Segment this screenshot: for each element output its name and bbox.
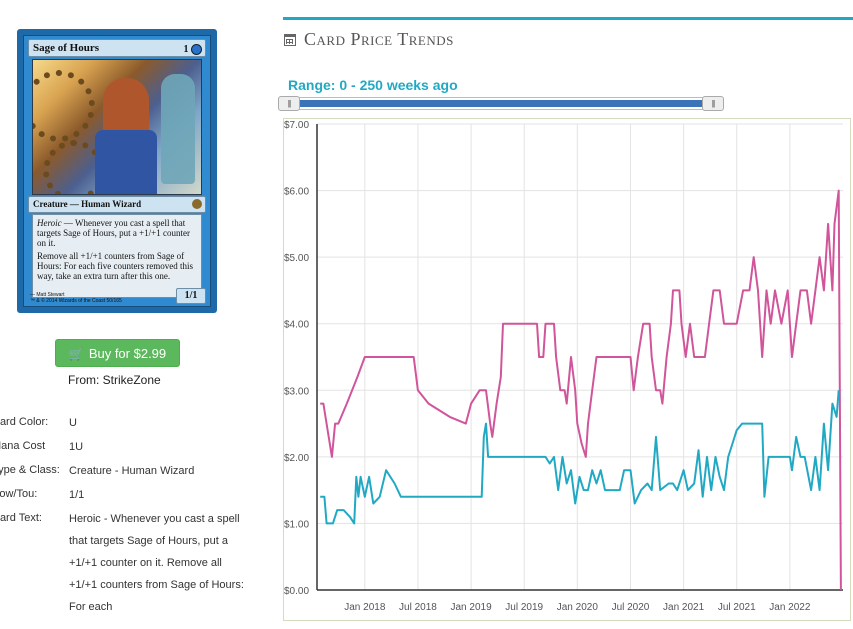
detail-value: Heroic - Whenever you cast a spell that … (69, 513, 244, 613)
detail-label: Type & Class: (0, 464, 60, 476)
detail-value: 1U (69, 441, 84, 453)
x-tick-label: Jan 2022 (769, 602, 811, 613)
detail-row-type: Type & Class: Creature - Human Wizard (0, 461, 252, 485)
cart-icon: 🛒 (68, 347, 84, 361)
card-name: Sage of Hours (33, 42, 99, 54)
y-tick-label: $2.00 (284, 453, 309, 464)
calendar-icon (284, 34, 296, 46)
card-frame: Sage of Hours 1 Creature — Human Wizard … (23, 35, 211, 307)
card-rules-text: Heroic — Whenever you cast a spell that … (32, 214, 202, 298)
detail-value: 1/1 (69, 489, 85, 501)
x-tick-label: Jul 2019 (505, 602, 543, 613)
section-divider (283, 17, 853, 20)
detail-label: Pow/Tou: (0, 488, 38, 500)
card-power-toughness: 1/1 (176, 288, 206, 304)
detail-row-mana-cost: Mana Cost 1U (0, 437, 252, 461)
range-slider[interactable]: ||| ||| (278, 96, 724, 111)
y-tick-label: $1.00 (284, 519, 309, 530)
x-tick-label: Jan 2020 (557, 602, 599, 613)
price-chart: $0.00 $1.00 $2.00 $3.00 $4.00 $5.00 $6.00 $7.00… (283, 118, 851, 621)
x-tick-label: Jan 2021 (663, 602, 705, 613)
set-symbol-icon (192, 199, 202, 209)
y-tick-label: $3.00 (284, 386, 309, 397)
detail-row-color: Card Color: U (0, 413, 252, 437)
detail-value: Creature - Human Wizard (69, 465, 195, 477)
card-copyright: ™ & © 2014 Wizards of the Coast 50/165 (30, 298, 122, 304)
y-tick-label: $7.00 (284, 120, 309, 131)
card-credits: — Matt Stewart ™ & © 2014 Wizards of the… (30, 292, 122, 304)
card-type-bar: Creature — Human Wizard (28, 196, 206, 213)
y-tick-label: $6.00 (284, 187, 309, 198)
card-artwork (32, 59, 202, 195)
price-chart-svg: $0.00 $1.00 $2.00 $3.00 $4.00 $5.00 $6.00 $7.00… (284, 120, 843, 613)
statue-art (161, 74, 195, 184)
blue-mana-icon (191, 44, 202, 56)
wizard-robe-art (95, 130, 157, 194)
x-tick-label: Jan 2019 (451, 602, 493, 613)
card-artist: Matt Stewart (36, 292, 65, 298)
x-tick-label: Jul 2018 (399, 602, 437, 613)
detail-value: U (69, 417, 77, 429)
buy-button-label: Buy for $2.99 (88, 346, 167, 361)
card-details: Card Color: U Mana Cost 1U Type & Class:… (0, 413, 252, 629)
ability-2: Remove all +1/+1 counters from Sage of H… (37, 251, 193, 281)
price-series-line (320, 189, 842, 591)
range-label: Range: 0 - 250 weeks ago (288, 77, 458, 93)
x-tick-label: Jul 2021 (718, 602, 756, 613)
range-slider-handle-max[interactable]: ||| (702, 96, 724, 111)
detail-row-pow-tou: Pow/Tou: 1/1 (0, 485, 252, 509)
card-title-bar: Sage of Hours 1 (28, 39, 206, 57)
detail-label: Card Color: (0, 416, 49, 428)
buy-from-vendor: From: StrikeZone (68, 373, 161, 387)
y-tick-label: $5.00 (284, 253, 309, 264)
detail-label: Mana Cost (0, 440, 46, 452)
price-series-line (320, 390, 840, 525)
y-tick-label: $4.00 (284, 320, 309, 331)
detail-label: Card Text: (0, 512, 42, 524)
range-slider-fill (289, 100, 714, 107)
x-tick-label: Jul 2020 (612, 602, 650, 613)
card-mana-cost: 1 (184, 42, 202, 58)
card-image: Sage of Hours 1 Creature — Human Wizard … (17, 29, 217, 313)
gear-art (33, 70, 95, 142)
buy-button[interactable]: 🛒 Buy for $2.99 (55, 339, 180, 367)
range-slider-handle-min[interactable]: ||| (278, 96, 300, 111)
price-trends-heading: Card Price Trends (284, 29, 454, 50)
heroic-keyword: Heroic (37, 218, 62, 228)
y-tick-label: $0.00 (284, 586, 309, 597)
detail-row-card-text: Card Text: Heroic - Whenever you cast a … (0, 509, 252, 629)
x-tick-label: Jan 2018 (344, 602, 386, 613)
